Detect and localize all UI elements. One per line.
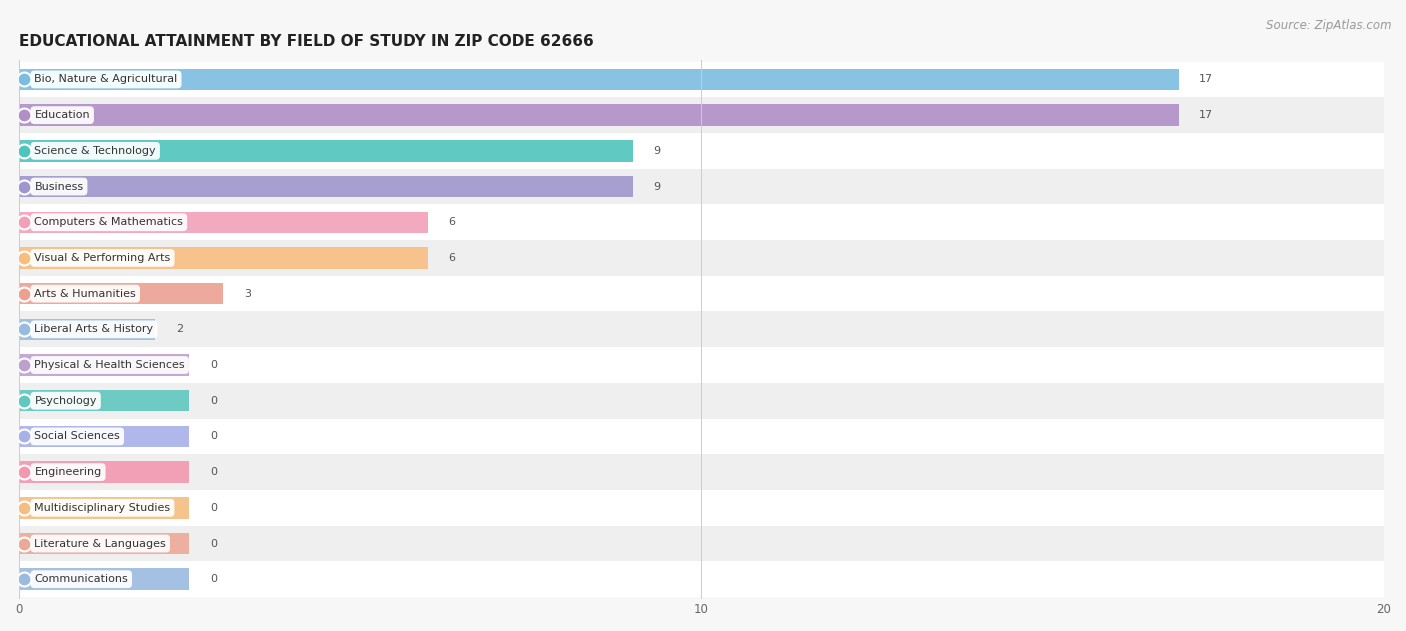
Text: Science & Technology: Science & Technology — [34, 146, 156, 156]
Bar — [18, 418, 1384, 454]
Text: 17: 17 — [1199, 110, 1213, 120]
Bar — [18, 390, 190, 411]
Text: 0: 0 — [209, 432, 217, 442]
Text: Bio, Nature & Agricultural: Bio, Nature & Agricultural — [34, 74, 177, 85]
Text: Communications: Communications — [34, 574, 128, 584]
Bar — [18, 347, 1384, 383]
Bar — [18, 526, 1384, 562]
Bar — [18, 176, 633, 198]
Text: Liberal Arts & History: Liberal Arts & History — [34, 324, 153, 334]
Text: Psychology: Psychology — [34, 396, 97, 406]
Bar — [18, 454, 1384, 490]
Bar — [18, 69, 1178, 90]
Text: 9: 9 — [654, 182, 661, 192]
Text: 0: 0 — [209, 574, 217, 584]
Text: Engineering: Engineering — [34, 467, 101, 477]
Bar — [18, 105, 1178, 126]
Text: 0: 0 — [209, 396, 217, 406]
Bar — [18, 461, 190, 483]
Bar — [18, 283, 224, 304]
Text: Business: Business — [34, 182, 83, 192]
Text: 0: 0 — [209, 503, 217, 513]
Text: Computers & Mathematics: Computers & Mathematics — [34, 217, 183, 227]
Bar — [18, 312, 1384, 347]
Text: Social Sciences: Social Sciences — [34, 432, 120, 442]
Text: Arts & Humanities: Arts & Humanities — [34, 288, 136, 298]
Text: 0: 0 — [209, 360, 217, 370]
Text: Education: Education — [34, 110, 90, 120]
Text: 3: 3 — [243, 288, 250, 298]
Bar — [18, 276, 1384, 312]
Bar — [18, 97, 1384, 133]
Bar — [18, 319, 155, 340]
Bar — [18, 140, 633, 162]
Text: Physical & Health Sciences: Physical & Health Sciences — [34, 360, 186, 370]
Bar — [18, 490, 1384, 526]
Bar — [18, 247, 429, 269]
Bar — [18, 62, 1384, 97]
Bar — [18, 533, 190, 554]
Bar — [18, 562, 1384, 597]
Text: 0: 0 — [209, 538, 217, 548]
Text: 2: 2 — [176, 324, 183, 334]
Text: Literature & Languages: Literature & Languages — [34, 538, 166, 548]
Text: Visual & Performing Arts: Visual & Performing Arts — [34, 253, 170, 263]
Bar — [18, 204, 1384, 240]
Text: 6: 6 — [449, 253, 456, 263]
Bar — [18, 240, 1384, 276]
Text: Source: ZipAtlas.com: Source: ZipAtlas.com — [1267, 19, 1392, 32]
Bar — [18, 383, 1384, 418]
Text: 6: 6 — [449, 217, 456, 227]
Bar — [18, 133, 1384, 168]
Bar — [18, 497, 190, 519]
Text: 17: 17 — [1199, 74, 1213, 85]
Bar — [18, 168, 1384, 204]
Text: Multidisciplinary Studies: Multidisciplinary Studies — [34, 503, 170, 513]
Text: 0: 0 — [209, 467, 217, 477]
Bar — [18, 569, 190, 590]
Bar — [18, 355, 190, 375]
Bar — [18, 426, 190, 447]
Text: 9: 9 — [654, 146, 661, 156]
Bar — [18, 211, 429, 233]
Text: EDUCATIONAL ATTAINMENT BY FIELD OF STUDY IN ZIP CODE 62666: EDUCATIONAL ATTAINMENT BY FIELD OF STUDY… — [18, 34, 593, 49]
